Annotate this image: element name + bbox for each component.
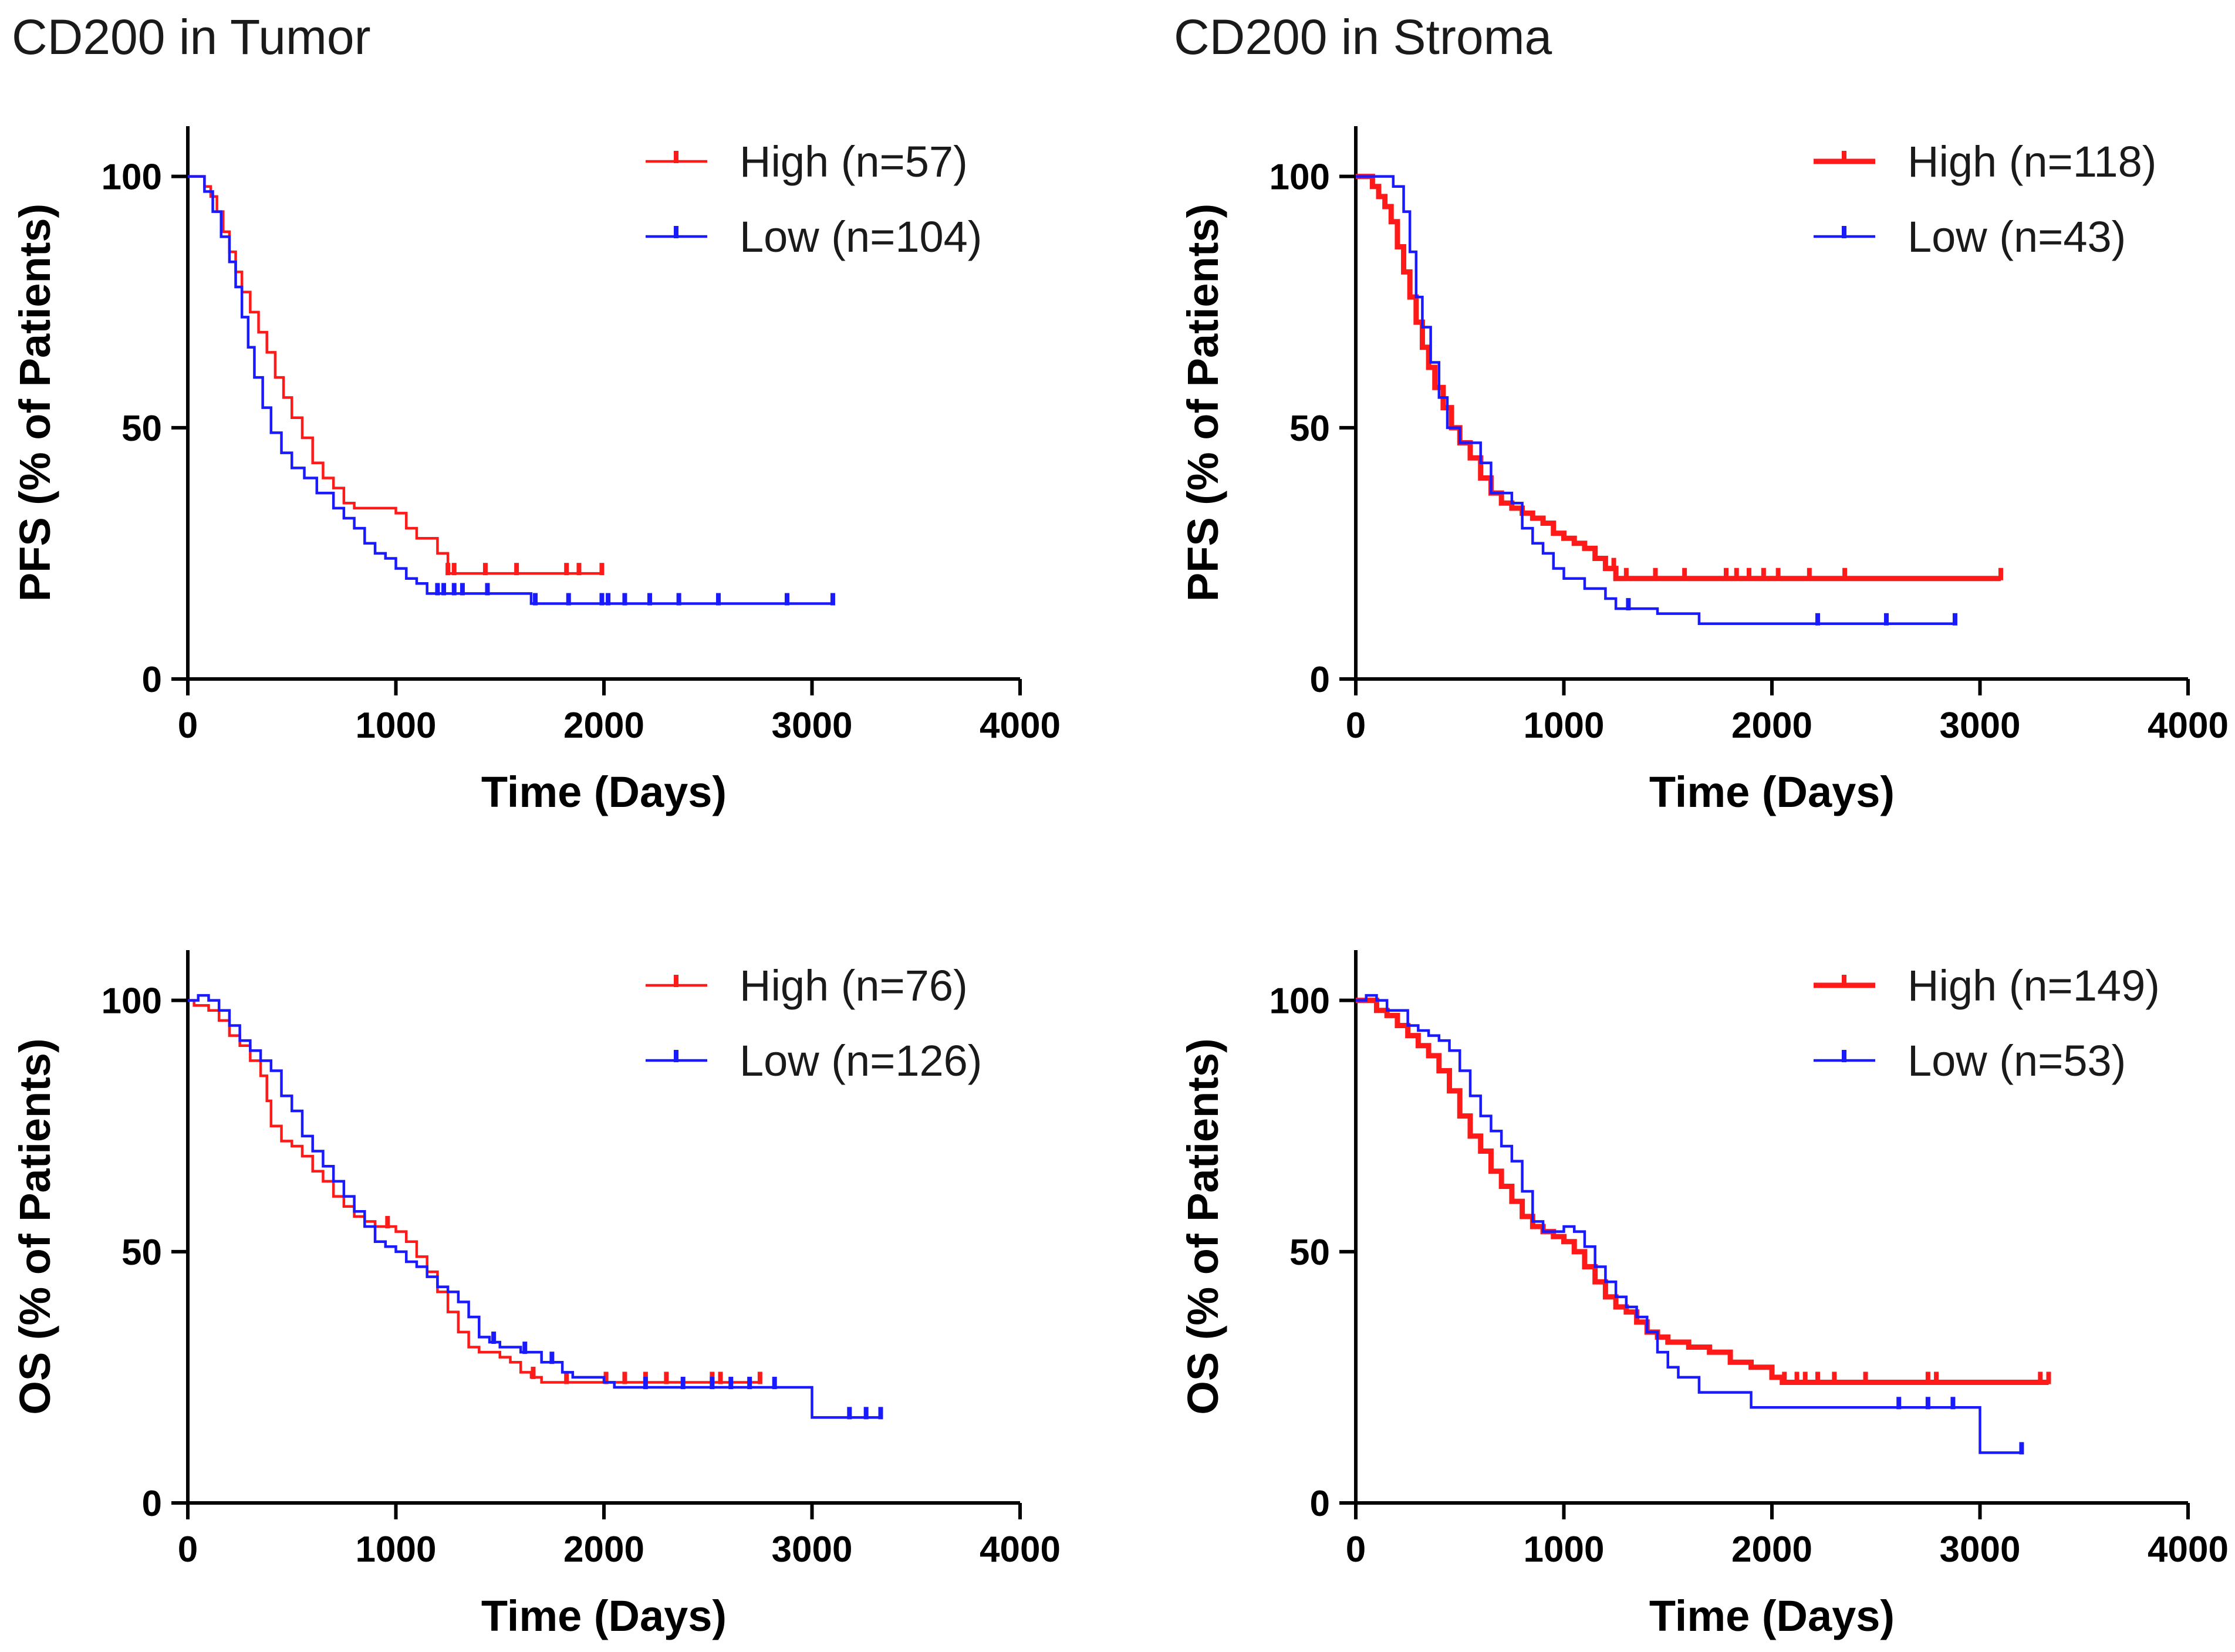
x-tick-label-2: 2000: [1731, 705, 1812, 746]
legend-label-high: High (n=57): [740, 137, 968, 186]
y-axis-title: PFS (% of Patients): [1179, 204, 1227, 602]
y-tick-label-2: 100: [102, 981, 162, 1022]
km-curve-low: [188, 994, 881, 1419]
legend-label-low: Low (n=104): [740, 212, 982, 261]
x-tick-label-0: 0: [178, 705, 198, 746]
x-tick-label-0: 0: [1346, 705, 1366, 746]
y-tick-label-2: 100: [1270, 157, 1330, 198]
x-axis-title: Time (Days): [481, 768, 727, 816]
x-tick-label-3: 3000: [1940, 705, 2021, 746]
x-tick-label-1: 1000: [356, 1529, 437, 1570]
x-tick-label-1: 1000: [1524, 705, 1605, 746]
y-tick-label-0: 0: [1310, 1484, 1330, 1524]
y-axis-title: OS (% of Patients): [11, 1038, 59, 1414]
km-curve-high: [1356, 174, 2001, 582]
x-tick-label-3: 3000: [1940, 1529, 2021, 1570]
x-tick-label-1: 1000: [356, 705, 437, 746]
panel-pfs-tumor: 0 1000 2000 3000 4000 0 50 100 Time (Days) PFS (%…: [11, 126, 1061, 816]
km-curve-low: [1356, 175, 1955, 626]
legend-label-low: Low (n=43): [1907, 212, 2126, 261]
x-tick-label-3: 3000: [772, 705, 853, 746]
panel-os-stroma: 0 1000 2000 3000 4000 0 50 100 Time (Days) OS (% …: [1179, 950, 2229, 1640]
x-axis-title: Time (Days): [1649, 1592, 1895, 1640]
legend-label-low: Low (n=126): [740, 1036, 982, 1085]
x-tick-label-4: 4000: [980, 1529, 1061, 1570]
legend-label-high: High (n=76): [740, 961, 968, 1010]
y-tick-label-2: 100: [102, 157, 162, 198]
y-tick-label-1: 50: [1289, 1232, 1330, 1273]
y-tick-label-1: 50: [121, 1232, 162, 1273]
x-tick-label-4: 4000: [2148, 1529, 2229, 1570]
x-axis-title: Time (Days): [1649, 768, 1895, 816]
km-curve-low: [1356, 994, 2022, 1454]
km-curve-low: [188, 175, 833, 605]
x-tick-label-2: 2000: [563, 705, 644, 746]
km-curve-high: [188, 175, 604, 575]
x-tick-label-1: 1000: [1524, 1529, 1605, 1570]
panel-pfs-stroma: 0 1000 2000 3000 4000 0 50 100 Time (Days) PFS (%…: [1179, 126, 2229, 816]
y-tick-label-0: 0: [1310, 660, 1330, 700]
y-tick-label-0: 0: [142, 660, 162, 700]
x-tick-label-2: 2000: [1731, 1529, 1812, 1570]
y-axis-title: OS (% of Patients): [1179, 1038, 1227, 1414]
legend-label-low: Low (n=53): [1907, 1036, 2126, 1085]
y-tick-label-1: 50: [121, 408, 162, 449]
x-tick-label-4: 4000: [2148, 705, 2229, 746]
legend-label-high: High (n=118): [1907, 137, 2156, 186]
x-axis-title: Time (Days): [481, 1592, 727, 1640]
y-axis-title: PFS (% of Patients): [11, 204, 59, 602]
x-tick-label-2: 2000: [563, 1529, 644, 1570]
panel-os-tumor: 0 1000 2000 3000 4000 0 50 100 Time (Days) OS (% …: [11, 950, 1061, 1640]
legend-label-high: High (n=149): [1907, 961, 2160, 1010]
x-tick-label-4: 4000: [980, 705, 1061, 746]
y-tick-label-2: 100: [1270, 981, 1330, 1022]
y-tick-label-1: 50: [1289, 408, 1330, 449]
x-tick-label-3: 3000: [772, 1529, 853, 1570]
x-tick-label-0: 0: [1346, 1529, 1366, 1570]
column-title-stroma: CD200 in Stroma: [1174, 9, 1552, 65]
column-title-tumor: CD200 in Tumor: [12, 9, 371, 65]
x-tick-label-0: 0: [178, 1529, 198, 1570]
y-tick-label-0: 0: [142, 1484, 162, 1524]
